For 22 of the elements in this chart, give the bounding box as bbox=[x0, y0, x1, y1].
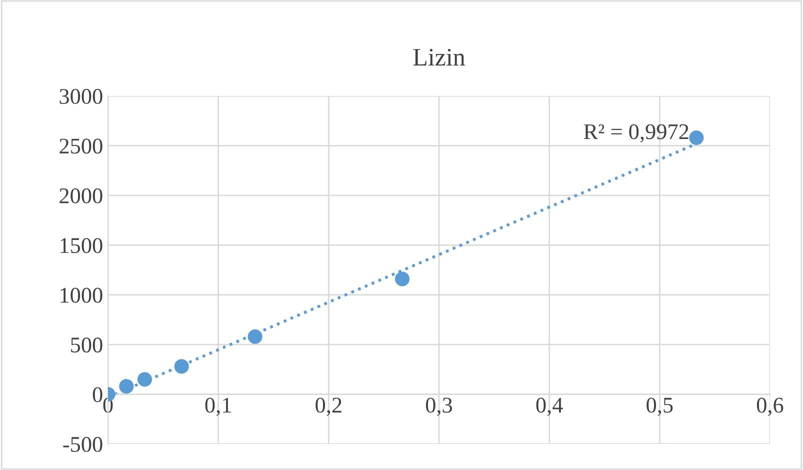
x-tick-label: 0,1 bbox=[205, 398, 231, 416]
x-tick-label: 0,6 bbox=[756, 398, 784, 416]
point bbox=[137, 372, 152, 387]
point bbox=[394, 272, 410, 286]
y-tick-label: 500 bbox=[71, 338, 102, 352]
y-tick-label: -500 bbox=[63, 436, 102, 452]
point bbox=[689, 130, 704, 146]
y-tick-label: 1000 bbox=[60, 288, 102, 303]
point bbox=[174, 359, 189, 374]
x-tick-label: 0,2 bbox=[316, 398, 342, 416]
y-tick-label: 2500 bbox=[60, 138, 102, 154]
annotation: R² = 0,9972 bbox=[584, 124, 688, 142]
point bbox=[248, 329, 262, 344]
y-tick-label: 2000 bbox=[60, 188, 102, 204]
y-tick-label: 0 bbox=[92, 387, 102, 402]
y-tick-label: 1500 bbox=[60, 238, 102, 254]
x-tick-label: 0,5 bbox=[646, 398, 673, 416]
y-tick-label: 3000 bbox=[60, 88, 102, 104]
x-tick-label: 0,3 bbox=[426, 398, 452, 416]
point bbox=[119, 379, 134, 394]
chart-title: Lizin bbox=[413, 48, 465, 66]
x-tick-label: 0,4 bbox=[536, 398, 563, 416]
